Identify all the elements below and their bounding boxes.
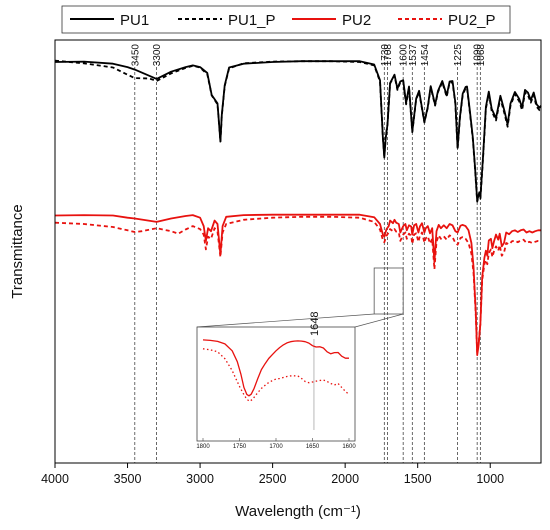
reference-line-label-1730: 1730: [380, 44, 391, 67]
x-axis-ticks: 4000 3500 3000 2500 2000 1500 1000: [41, 463, 504, 486]
series-group: [54, 59, 542, 356]
x-tick-label-2000: 2000: [331, 472, 359, 486]
series-line-pu1-p: [54, 59, 542, 203]
inset-x-tick-label-1700: 1700: [269, 444, 283, 450]
reference-line-label-1708: 1708: [383, 44, 394, 67]
y-axis-label: Transmittance: [9, 204, 26, 298]
inset-reference-line-label-1648: 1648: [309, 312, 321, 336]
x-tick-label-2500: 2500: [259, 472, 287, 486]
zoom-connector-right: [354, 313, 404, 328]
reference-line-label-1090: 1090: [473, 44, 484, 67]
inset-x-tick-label-1750: 1750: [233, 444, 247, 450]
reference-line-label-1068: 1068: [476, 44, 487, 67]
inset-frame: [196, 326, 356, 442]
series-line-pu2: [54, 213, 541, 356]
inset-x-tick-label-1800: 1800: [196, 444, 210, 450]
inset-plot: 1648 1800 1750 1700 1650 1600: [196, 267, 404, 450]
plot-frame: [54, 39, 542, 464]
zoom-region-box: [373, 267, 404, 315]
legend-label-pu2: PU2: [342, 12, 371, 29]
reference-line-label-1225: 1225: [453, 44, 464, 67]
x-tick-label-1500: 1500: [404, 472, 432, 486]
zoom-connector-left: [196, 313, 375, 328]
x-tick-label-4000: 4000: [41, 472, 69, 486]
legend-label-pu2-p: PU2_P: [448, 12, 496, 29]
x-axis-label: Wavelength (cm⁻¹): [235, 503, 361, 520]
reference-line-label-1454: 1454: [420, 44, 431, 67]
reference-line-label-1537: 1537: [408, 44, 419, 67]
series-line-pu2-p: [54, 215, 541, 354]
legend-label-pu1: PU1: [120, 12, 149, 29]
x-tick-label-1000: 1000: [476, 472, 504, 486]
reference-line-label-1600: 1600: [399, 44, 410, 67]
inset-x-tick-label-1650: 1650: [306, 444, 320, 450]
reference-line-label-3300: 3300: [152, 44, 163, 67]
legend-label-pu1-p: PU1_P: [228, 12, 276, 29]
inset-series-line-pu2-p: [202, 348, 350, 402]
reference-line-label-3450: 3450: [130, 44, 141, 67]
x-tick-label-3500: 3500: [114, 472, 142, 486]
inset-x-tick-label-1600: 1600: [342, 444, 356, 450]
x-tick-label-3000: 3000: [186, 472, 214, 486]
series-line-pu1: [54, 60, 542, 202]
legend: PU1 PU1_P PU2 PU2_P: [61, 5, 511, 34]
inset-series-line-pu2: [202, 339, 349, 397]
